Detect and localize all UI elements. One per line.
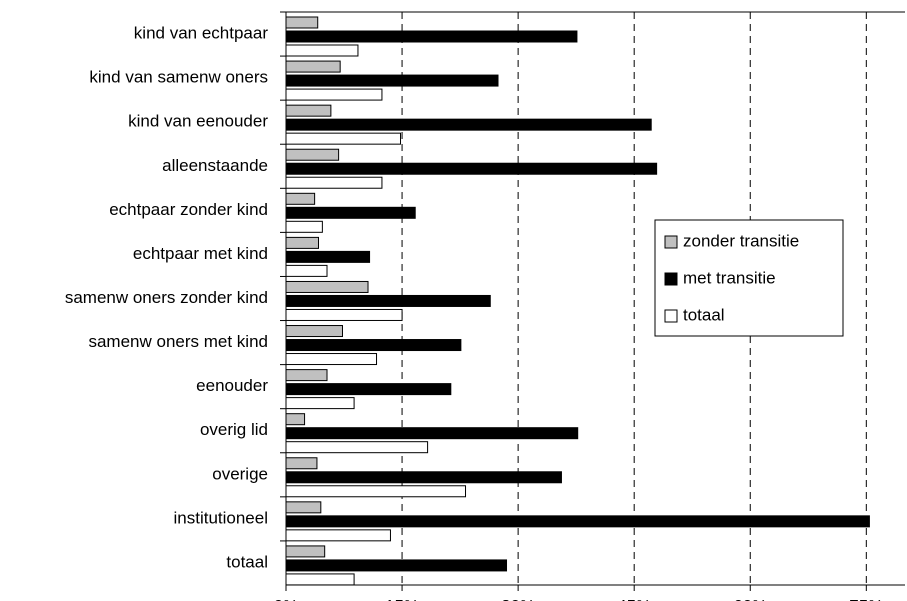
y-tick-label: institutioneel: [173, 508, 268, 527]
legend-label: zonder transitie: [683, 231, 799, 250]
legend-swatch: [664, 272, 678, 286]
bar: [285, 369, 328, 382]
bar: [285, 471, 562, 484]
y-tick-label: overig lid: [200, 420, 268, 439]
bar: [285, 74, 499, 87]
bar: [285, 132, 402, 145]
bar: [285, 16, 319, 29]
bar: [285, 294, 491, 307]
bar: [285, 176, 383, 189]
y-tick-label: samenw oners zonder kind: [65, 288, 268, 307]
y-tick-label: alleenstaande: [162, 156, 268, 175]
y-tick-label: overige: [212, 464, 268, 483]
bar: [285, 339, 462, 352]
bar: [285, 206, 416, 219]
legend-swatch: [664, 235, 678, 249]
bar: [285, 501, 322, 514]
legend-label: totaal: [683, 305, 725, 324]
bar: [285, 573, 355, 586]
bar: [285, 427, 579, 440]
bar: [285, 515, 870, 528]
bar: [285, 250, 371, 263]
y-tick-label: totaal: [226, 552, 268, 571]
x-tick-label: 45%: [617, 596, 651, 601]
y-tick-label: samenw oners met kind: [88, 332, 268, 351]
legend-label: met transitie: [683, 268, 776, 287]
bar: [285, 308, 403, 321]
bar: [285, 88, 383, 101]
bar: [285, 383, 452, 396]
bar: [285, 457, 318, 470]
bar: [285, 148, 340, 161]
bar: [285, 441, 429, 454]
legend-swatch: [664, 309, 678, 323]
bar: [285, 545, 326, 558]
bar: [285, 220, 323, 233]
y-tick-label: kind van samenw oners: [89, 68, 268, 87]
bar: [285, 353, 378, 366]
bar: [285, 264, 328, 277]
bar: [285, 44, 359, 57]
bar: [285, 162, 658, 175]
bar: [285, 325, 343, 338]
x-tick-label: 75%: [849, 596, 883, 601]
bar: [285, 485, 467, 498]
bar: [285, 118, 652, 131]
x-tick-label: 0%: [274, 596, 299, 601]
x-tick-label: 15%: [385, 596, 419, 601]
bar: [285, 30, 578, 43]
y-tick-label: echtpaar met kind: [133, 244, 268, 263]
y-tick-label: eenouder: [196, 376, 268, 395]
y-tick-label: kind van echtpaar: [134, 24, 269, 43]
bar: [285, 236, 319, 249]
bar: [285, 397, 355, 410]
bar: [285, 280, 369, 293]
bar: [285, 60, 341, 73]
x-tick-label: 60%: [733, 596, 767, 601]
y-tick-label: echtpaar zonder kind: [109, 200, 268, 219]
bar: [285, 413, 306, 426]
bar: [285, 104, 332, 117]
legend-box: [654, 219, 844, 337]
bar: [285, 192, 316, 205]
x-tick-label: 30%: [501, 596, 535, 601]
bar: [285, 559, 508, 572]
y-tick-label: kind van eenouder: [128, 112, 268, 131]
bar: [285, 529, 391, 542]
